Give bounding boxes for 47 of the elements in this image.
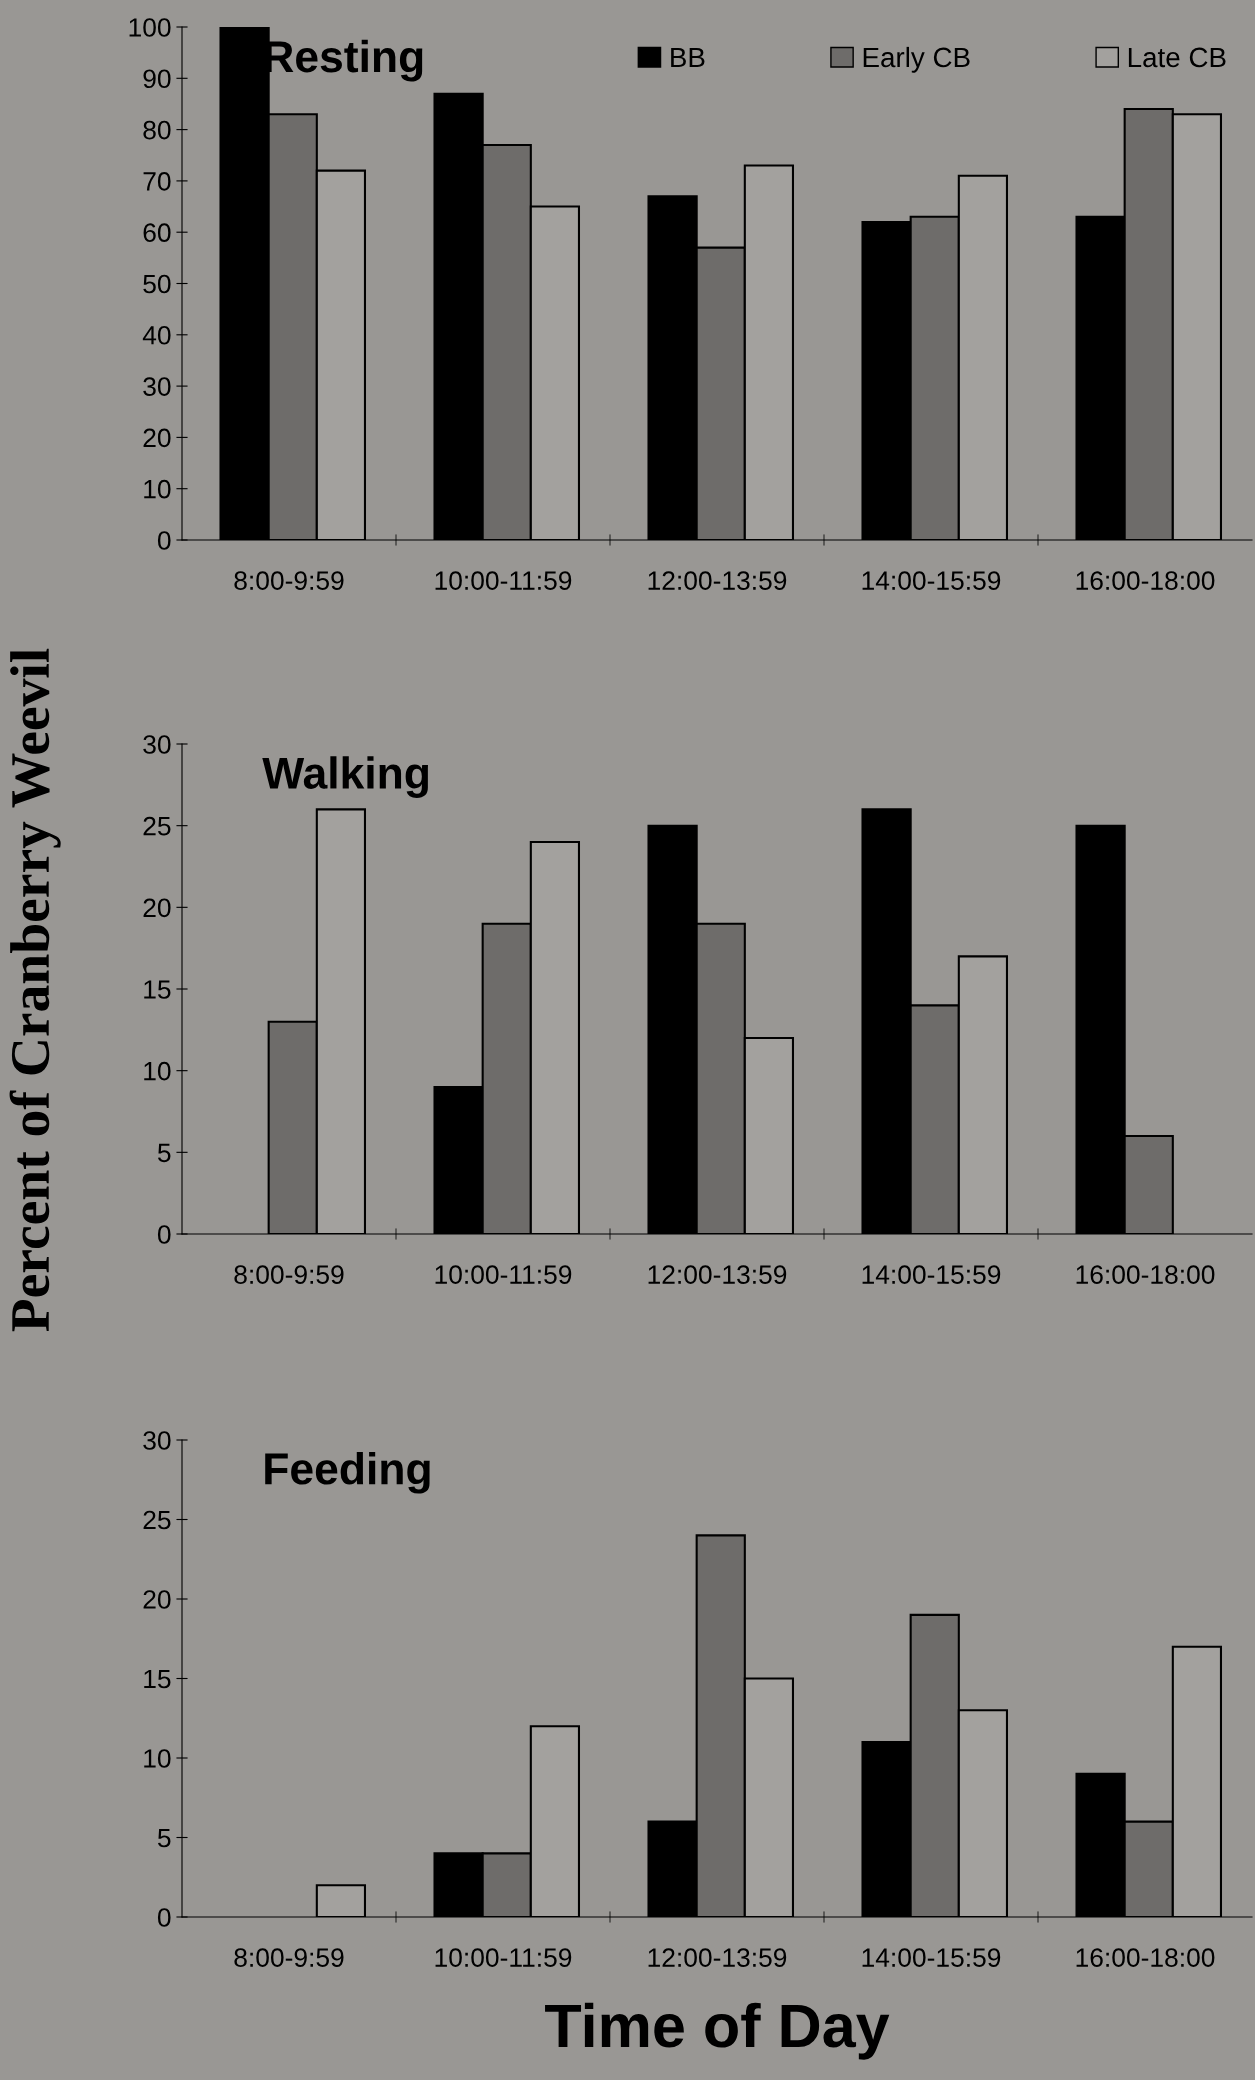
y-tick-label: 60 (143, 223, 171, 243)
x-tick-label: 10:00-11:59 (435, 1265, 572, 1284)
x-tick-label: 14:00-15:59 (862, 571, 1001, 590)
y-tick-label: 20 (143, 898, 171, 918)
legend-label: Early CB (863, 46, 970, 73)
y-tick-label: 5 (157, 1143, 171, 1163)
y-axis-title: Percent of Cranberry Weevil (9, 648, 61, 1332)
x-tick-label: 16:00-18:00 (1076, 1948, 1215, 1967)
chart-title: Feeding (265, 1451, 430, 1494)
y-tick-label: 30 (143, 1431, 171, 1450)
y-tick-label: 20 (143, 1590, 171, 1609)
y-tick-label: 25 (143, 816, 171, 836)
y-tick-label: 0 (157, 1908, 171, 1927)
legend-label: BB (671, 47, 705, 67)
y-tick-label: 15 (144, 980, 171, 999)
x-tick-label: 16:00-18:00 (1076, 1265, 1215, 1284)
y-tick-label: 50 (143, 274, 171, 294)
y-tick-label: 20 (143, 428, 171, 448)
x-tick-label: 16:00-18:00 (1076, 571, 1215, 590)
y-tick-label: 40 (142, 325, 171, 345)
y-tick-label: 10 (144, 479, 171, 499)
y-tick-label: 5 (157, 1828, 171, 1848)
y-tick-label: 25 (143, 1510, 171, 1530)
y-tick-label: 10 (144, 1061, 171, 1081)
x-tick-label: 8:00-9:59 (234, 1265, 344, 1284)
y-tick-label: 90 (143, 69, 171, 89)
x-tick-label: 10:00-11:59 (435, 571, 572, 590)
y-tick-label: 80 (143, 120, 171, 140)
y-tick-label: 70 (143, 172, 171, 191)
y-tick-label: 30 (143, 735, 171, 754)
x-tick-label: 12:00-13:59 (648, 1948, 787, 1967)
x-tick-label: 14:00-15:59 (862, 1948, 1001, 1967)
x-tick-label: 14:00-15:59 (862, 1265, 1001, 1284)
x-axis-title: Time of Day (545, 2002, 890, 2060)
y-tick-label: 100 (129, 18, 171, 37)
y-tick-label: 0 (157, 531, 171, 550)
x-tick-label: 10:00-11:59 (435, 1948, 572, 1967)
x-tick-label: 8:00-9:59 (234, 1948, 344, 1967)
x-tick-label: 12:00-13:59 (648, 571, 787, 590)
y-tick-label: 0 (157, 1225, 171, 1244)
x-tick-label: 12:00-13:59 (648, 1265, 787, 1284)
chart-title: Walking (262, 756, 428, 798)
y-tick-label: 15 (144, 1669, 171, 1689)
y-tick-label: 10 (144, 1749, 171, 1768)
y-tick-label: 30 (143, 377, 171, 396)
legend-label: Late CB (1128, 47, 1226, 68)
x-tick-label: 8:00-9:59 (234, 571, 344, 590)
